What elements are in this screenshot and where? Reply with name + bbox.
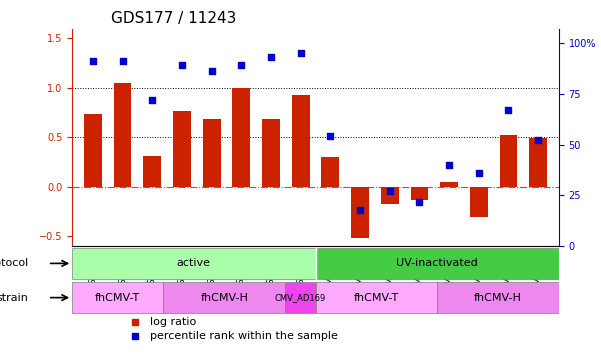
Point (118, 58, 127, 64)
FancyBboxPatch shape (163, 282, 285, 313)
Point (355, 207, 365, 212)
Text: UV-inactivated: UV-inactivated (396, 258, 478, 268)
Point (296, 50, 305, 56)
Bar (499, 135, 517, 187)
Bar (381, 187, 398, 204)
Text: fhCMV-H: fhCMV-H (474, 293, 522, 303)
Point (474, 170, 484, 176)
Point (88, 58, 98, 64)
FancyBboxPatch shape (72, 248, 316, 279)
Point (533, 138, 543, 144)
Point (444, 162, 454, 168)
Text: percentile rank within the sample: percentile rank within the sample (150, 331, 338, 341)
Bar (144, 156, 161, 187)
Text: CMV_AD169: CMV_AD169 (275, 293, 326, 302)
Bar (173, 111, 191, 187)
Point (147, 97, 157, 103)
Bar (351, 187, 369, 238)
Bar (84, 114, 102, 187)
Bar (114, 83, 132, 187)
Point (415, 199, 424, 205)
Text: GDS177 / 11243: GDS177 / 11243 (111, 11, 236, 26)
FancyBboxPatch shape (438, 282, 559, 313)
Text: active: active (177, 258, 211, 268)
Bar (440, 182, 458, 187)
Point (207, 69, 216, 74)
Bar (410, 187, 429, 200)
Text: protocol: protocol (0, 258, 28, 268)
Point (385, 188, 394, 194)
Bar (529, 139, 547, 187)
Bar (322, 157, 340, 187)
Bar (291, 95, 310, 187)
Bar (203, 119, 221, 187)
Text: fhCMV-T: fhCMV-T (95, 293, 141, 303)
FancyBboxPatch shape (285, 282, 316, 313)
Bar (262, 119, 280, 187)
Point (237, 62, 246, 68)
Point (177, 62, 187, 68)
Text: log ratio: log ratio (150, 317, 197, 327)
FancyBboxPatch shape (316, 282, 438, 313)
Bar (470, 187, 487, 217)
Point (266, 54, 276, 60)
Text: fhCMV-T: fhCMV-T (354, 293, 399, 303)
Text: strain: strain (0, 293, 28, 303)
FancyBboxPatch shape (72, 282, 163, 313)
Bar (233, 88, 250, 187)
Text: fhCMV-H: fhCMV-H (200, 293, 248, 303)
FancyBboxPatch shape (316, 248, 559, 279)
Point (504, 107, 513, 113)
Point (326, 134, 335, 139)
